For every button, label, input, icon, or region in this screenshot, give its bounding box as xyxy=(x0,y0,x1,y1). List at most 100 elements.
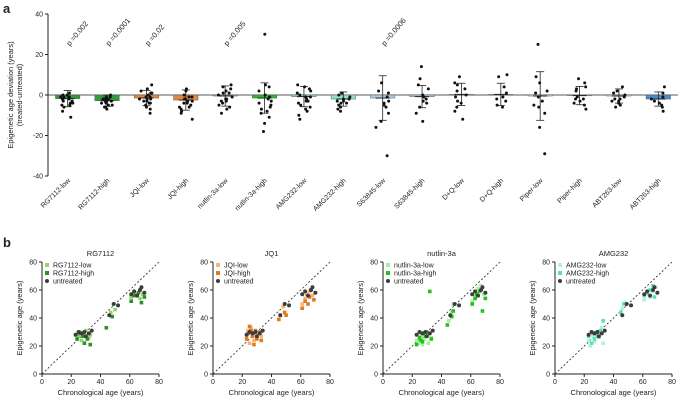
x-axis-label: Chronological age (years) xyxy=(571,388,657,397)
y-tick-label: 0 xyxy=(374,372,378,379)
data-point xyxy=(502,85,506,89)
data-point xyxy=(182,101,186,105)
point-JQI-low xyxy=(300,302,305,306)
data-point xyxy=(179,111,183,115)
data-point xyxy=(374,125,378,129)
point-JQI-high xyxy=(282,310,287,315)
point-JQI-low xyxy=(281,305,285,309)
point-nutlin-3a-low xyxy=(426,341,431,345)
y-tick-label: 20 xyxy=(542,344,550,351)
point-AMG232-high xyxy=(601,319,606,323)
data-point xyxy=(61,97,65,101)
legend-label: AMG232-low xyxy=(566,263,607,270)
data-point xyxy=(573,97,577,101)
point-AMG232-low xyxy=(642,298,647,302)
point-JQI-high xyxy=(303,299,307,303)
data-point xyxy=(336,107,340,111)
point-nutlin-3a-high xyxy=(470,302,475,306)
data-point xyxy=(536,42,540,46)
point-untreated xyxy=(473,289,478,294)
x-axis-label: Chronological age (years) xyxy=(58,388,144,397)
x-tick-label: 20 xyxy=(67,379,75,386)
panel-title: nutlin-3a xyxy=(427,249,457,258)
data-point xyxy=(538,81,542,85)
data-point xyxy=(265,109,269,113)
point-untreated xyxy=(142,290,147,295)
data-point xyxy=(148,95,152,99)
data-point xyxy=(308,95,312,99)
data-point xyxy=(104,105,108,109)
point-RG7112-high xyxy=(104,326,109,330)
point-untreated xyxy=(476,293,481,298)
point-untreated xyxy=(82,330,87,334)
data-point xyxy=(150,83,154,87)
point-untreated xyxy=(111,302,116,306)
y-tick-label: 80 xyxy=(370,260,378,267)
point-untreated xyxy=(642,292,647,297)
point-nutlin-3a-high xyxy=(417,335,422,340)
y-tick-label: 40 xyxy=(35,12,43,19)
data-point xyxy=(148,111,152,115)
data-point xyxy=(257,101,261,105)
point-RG7112-low xyxy=(84,328,88,333)
point-JQI-high xyxy=(300,306,305,310)
point-untreated xyxy=(254,334,259,339)
point-RG7112-low xyxy=(113,307,117,312)
data-point xyxy=(335,99,339,103)
data-point xyxy=(299,103,303,107)
x-axis-label: Chronological age (years) xyxy=(399,388,485,397)
category-label: Piper-low xyxy=(519,177,545,203)
point-nutlin-3a-low xyxy=(470,299,475,303)
p-value-annotation: p =0.0001 xyxy=(104,16,132,48)
data-point xyxy=(426,87,430,91)
data-point xyxy=(60,103,64,107)
data-point xyxy=(61,109,65,113)
point-RG7112-high xyxy=(139,300,144,305)
x-tick-label: 40 xyxy=(268,379,276,386)
point-JQI-high xyxy=(307,295,312,299)
data-point xyxy=(652,99,656,103)
point-RG7112-high xyxy=(75,337,79,341)
y-tick-label: 80 xyxy=(542,260,550,267)
point-untreated xyxy=(107,313,112,318)
y-tick-label: 0 xyxy=(39,93,43,100)
point-untreated xyxy=(448,313,453,318)
point-RG7112-high xyxy=(88,342,93,347)
data-point xyxy=(142,99,146,103)
data-point xyxy=(536,95,540,99)
data-point xyxy=(661,95,665,99)
point-untreated xyxy=(624,302,629,306)
point-JQI-high xyxy=(306,302,310,306)
x-tick-label: 80 xyxy=(155,379,163,386)
legend-marker xyxy=(45,279,49,283)
data-point xyxy=(229,83,233,87)
data-point xyxy=(103,99,107,103)
point-RG7112-high xyxy=(82,341,87,345)
data-point xyxy=(295,91,299,95)
y-tick-label: -40 xyxy=(33,174,43,181)
point-untreated xyxy=(457,303,462,308)
y-tick-label: 40 xyxy=(370,316,378,323)
point-untreated xyxy=(652,285,657,290)
data-point xyxy=(455,89,459,93)
data-point xyxy=(540,99,544,103)
data-point xyxy=(224,89,228,93)
data-point xyxy=(424,97,428,101)
point-untreated xyxy=(629,303,634,308)
data-point xyxy=(500,105,504,109)
data-point xyxy=(545,89,549,93)
point-nutlin-3a-low xyxy=(422,337,426,341)
data-point xyxy=(386,111,390,115)
point-JQI-high xyxy=(247,324,252,329)
data-point xyxy=(263,83,267,87)
data-point xyxy=(610,99,614,103)
data-point xyxy=(497,75,501,79)
point-RG7112-low xyxy=(141,292,145,296)
point-untreated xyxy=(313,290,318,295)
point-nutlin-3a-low xyxy=(476,286,480,291)
panel-title: RG7112 xyxy=(87,249,114,258)
data-point xyxy=(298,117,302,121)
data-point xyxy=(303,85,307,89)
data-point xyxy=(65,93,69,97)
